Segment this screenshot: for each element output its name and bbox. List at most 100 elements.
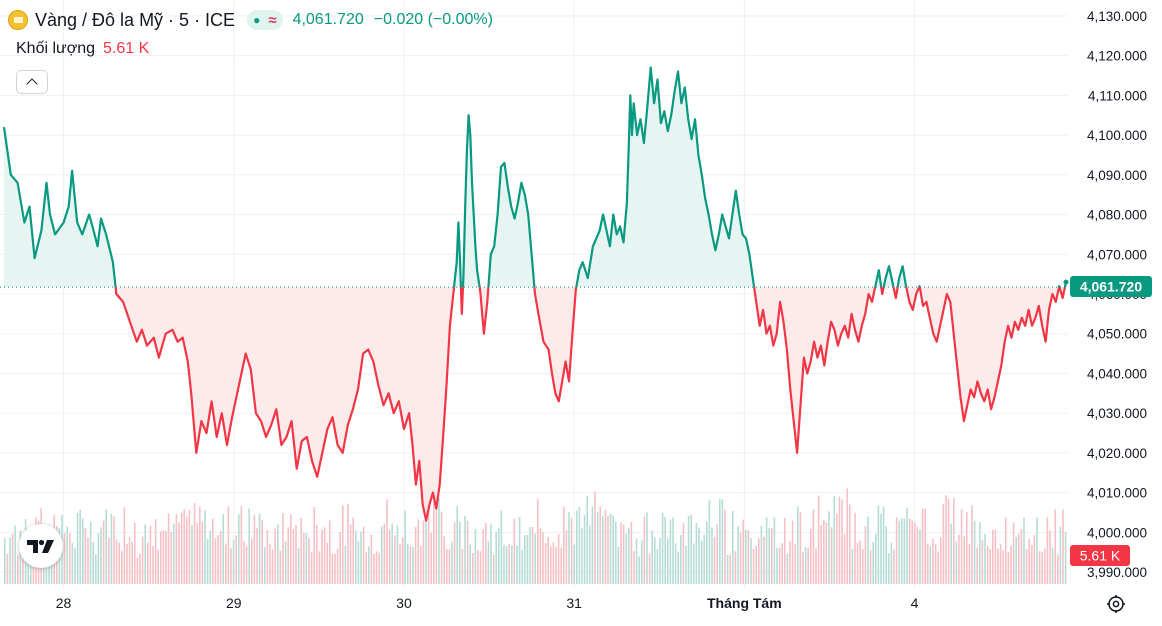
volume-bar [906, 508, 908, 584]
volume-bar [386, 499, 388, 584]
y-tick-label: 4,020.000 [1087, 446, 1147, 461]
volume-bar [784, 517, 786, 584]
volume-bar [193, 503, 196, 584]
volume-bar [960, 509, 963, 584]
volume-bar [1036, 517, 1038, 584]
volume-bar [685, 545, 687, 584]
volume-bar [391, 523, 393, 584]
volume-bar [713, 536, 716, 584]
volume-bar [916, 526, 919, 584]
volume-bar [864, 526, 867, 584]
volume-bar [217, 535, 219, 584]
volume-bar [815, 548, 817, 584]
line-segment-down [753, 286, 877, 454]
line-segment-up [882, 265, 895, 288]
tradingview-logo-icon[interactable] [19, 524, 63, 568]
volume-bar [833, 495, 835, 584]
last-price-label: 4,061.720 [1070, 276, 1152, 297]
volume-bar [612, 515, 614, 584]
volume-bar [17, 555, 19, 584]
volume-bar [253, 514, 256, 584]
volume-bar [264, 547, 266, 584]
volume-bar [370, 534, 373, 584]
volume-bar [659, 537, 661, 584]
volume-bar [1023, 517, 1025, 584]
x-tick-label: Tháng Tám [707, 595, 782, 611]
volume-bar [355, 530, 357, 584]
volume-bar [477, 550, 479, 584]
volume-bar [542, 532, 544, 584]
last-volume-label: 5.61 K [1070, 545, 1130, 566]
volume-bar [313, 507, 315, 584]
volume-bar [726, 555, 729, 584]
volume-bar [568, 511, 570, 584]
volume-bar [563, 506, 565, 584]
collapse-legend-button[interactable] [16, 70, 48, 94]
volume-bar [591, 506, 594, 584]
volume-legend: Khối lượng 5.61 K [16, 40, 149, 58]
volume-bar [479, 551, 482, 584]
volume-bar [498, 528, 500, 584]
volume-bar [1033, 534, 1036, 584]
volume-bar [763, 536, 765, 584]
volume-bar [708, 499, 711, 584]
last-volume-bg [1070, 545, 1130, 566]
volume-bar [227, 506, 230, 584]
volume-bar [971, 505, 973, 584]
volume-bar [412, 546, 414, 584]
volume-bar [490, 524, 492, 584]
volume-bar [789, 541, 791, 584]
volume-bar [258, 513, 261, 584]
volume-bar [466, 520, 469, 584]
volume-bar [482, 529, 484, 584]
volume-bar [594, 491, 596, 584]
settings-button[interactable] [1104, 592, 1128, 616]
volume-bar [474, 529, 477, 584]
volume-bar [110, 513, 113, 584]
volume-bar [1028, 538, 1030, 584]
volume-bar [732, 510, 734, 584]
volume-bar [768, 528, 770, 584]
y-tick-label: 4,090.000 [1087, 168, 1147, 183]
volume-bar [690, 514, 692, 584]
volume-bar [459, 521, 461, 584]
volume-bar [362, 526, 365, 584]
volume-label[interactable]: Khối lượng [16, 40, 96, 57]
volume-bar [976, 547, 978, 584]
symbol-title[interactable]: Vàng / Đô la Mỹ · 5 · ICE [35, 9, 236, 30]
volume-bar [544, 542, 547, 584]
line-segment-down [880, 286, 885, 296]
volume-bar [388, 529, 391, 584]
volume-bar [1049, 530, 1051, 584]
volume-bar [134, 522, 136, 584]
volume-bar [901, 518, 903, 584]
volume-bar [92, 541, 94, 584]
x-tick-label: 4 [911, 595, 919, 611]
volume-bar [230, 548, 232, 584]
market-status-chip[interactable]: ● ≈ [247, 10, 283, 30]
volume-bar [19, 530, 22, 584]
volume-bar [404, 510, 406, 584]
wave-icon: ≈ [268, 11, 277, 29]
volume-bar [105, 509, 107, 584]
volume-bar [461, 549, 464, 584]
volume-bar [186, 516, 188, 584]
last-point-marker [1063, 279, 1069, 285]
volume-bar [245, 546, 248, 584]
volume-bar [1062, 509, 1064, 584]
volume-bar [654, 537, 656, 584]
volume-bar [422, 520, 425, 584]
volume-bar [331, 553, 334, 584]
chevron-up-icon [26, 78, 38, 90]
volume-bar [674, 543, 677, 584]
volume-bar [672, 517, 674, 584]
y-tick-label: 4,010.000 [1087, 486, 1147, 501]
volume-bar [511, 545, 513, 584]
volume-bar [440, 511, 443, 584]
volume-bar [773, 517, 776, 584]
volume-bar [508, 544, 510, 584]
time-axis[interactable]: 28 29 30 31 Tháng Tám 4 [56, 595, 919, 611]
volume-bar [687, 515, 690, 584]
volume-bar [921, 508, 924, 584]
